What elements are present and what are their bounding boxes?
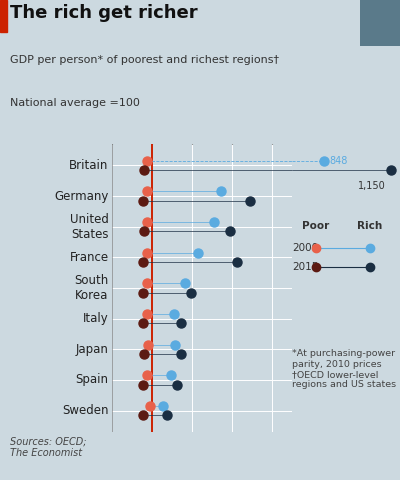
Text: Rich: Rich: [357, 221, 382, 231]
Text: GDP per person* of poorest and richest regions†: GDP per person* of poorest and richest r…: [10, 55, 279, 65]
Text: Germany: Germany: [54, 190, 109, 203]
Text: 2000: 2000: [292, 243, 318, 253]
Text: Poor: Poor: [302, 221, 329, 231]
Text: *At purchasing-power
parity, 2010 prices
†OECD lower-level
regions and US states: *At purchasing-power parity, 2010 prices…: [292, 349, 396, 389]
Text: Spain: Spain: [76, 373, 109, 386]
Text: France: France: [70, 251, 109, 264]
Text: Japan: Japan: [76, 343, 109, 356]
Text: South
Korea: South Korea: [74, 274, 109, 302]
Text: Britain: Britain: [69, 159, 109, 172]
Text: The rich get richer: The rich get richer: [10, 4, 198, 22]
FancyBboxPatch shape: [360, 0, 400, 46]
Text: 2015: 2015: [292, 262, 318, 272]
Text: Sources: OECD;
The Economist: Sources: OECD; The Economist: [10, 437, 86, 458]
Text: National average =100: National average =100: [10, 98, 140, 108]
Bar: [0, 0, 7, 32]
Text: 1: 1: [375, 4, 385, 19]
Text: 1,150: 1,150: [358, 181, 386, 191]
Text: 848: 848: [330, 156, 348, 166]
Text: United
States: United States: [70, 213, 109, 241]
Text: Sweden: Sweden: [62, 404, 109, 417]
Text: Italy: Italy: [83, 312, 109, 325]
